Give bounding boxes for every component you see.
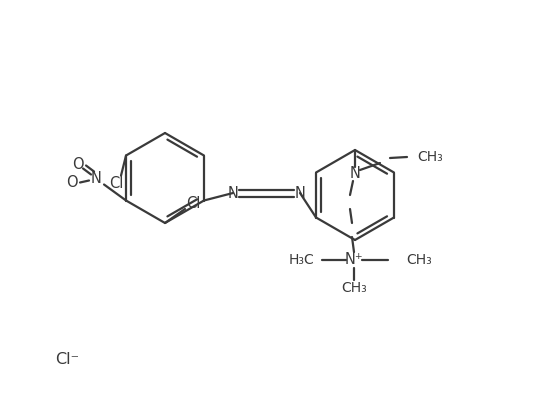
Text: H₃C: H₃C <box>289 253 315 267</box>
Text: N: N <box>350 166 360 181</box>
Text: Cl: Cl <box>186 196 200 211</box>
Text: CH₃: CH₃ <box>341 281 367 295</box>
Text: Cl: Cl <box>109 176 123 191</box>
Text: Cl⁻: Cl⁻ <box>55 352 79 367</box>
Text: N: N <box>91 171 101 186</box>
Text: O: O <box>66 175 78 190</box>
Text: O: O <box>72 157 84 172</box>
Text: N: N <box>295 185 305 200</box>
Text: N: N <box>228 185 239 200</box>
Text: N⁺: N⁺ <box>345 252 364 267</box>
Text: CH₃: CH₃ <box>406 253 432 267</box>
Text: CH₃: CH₃ <box>417 150 443 164</box>
